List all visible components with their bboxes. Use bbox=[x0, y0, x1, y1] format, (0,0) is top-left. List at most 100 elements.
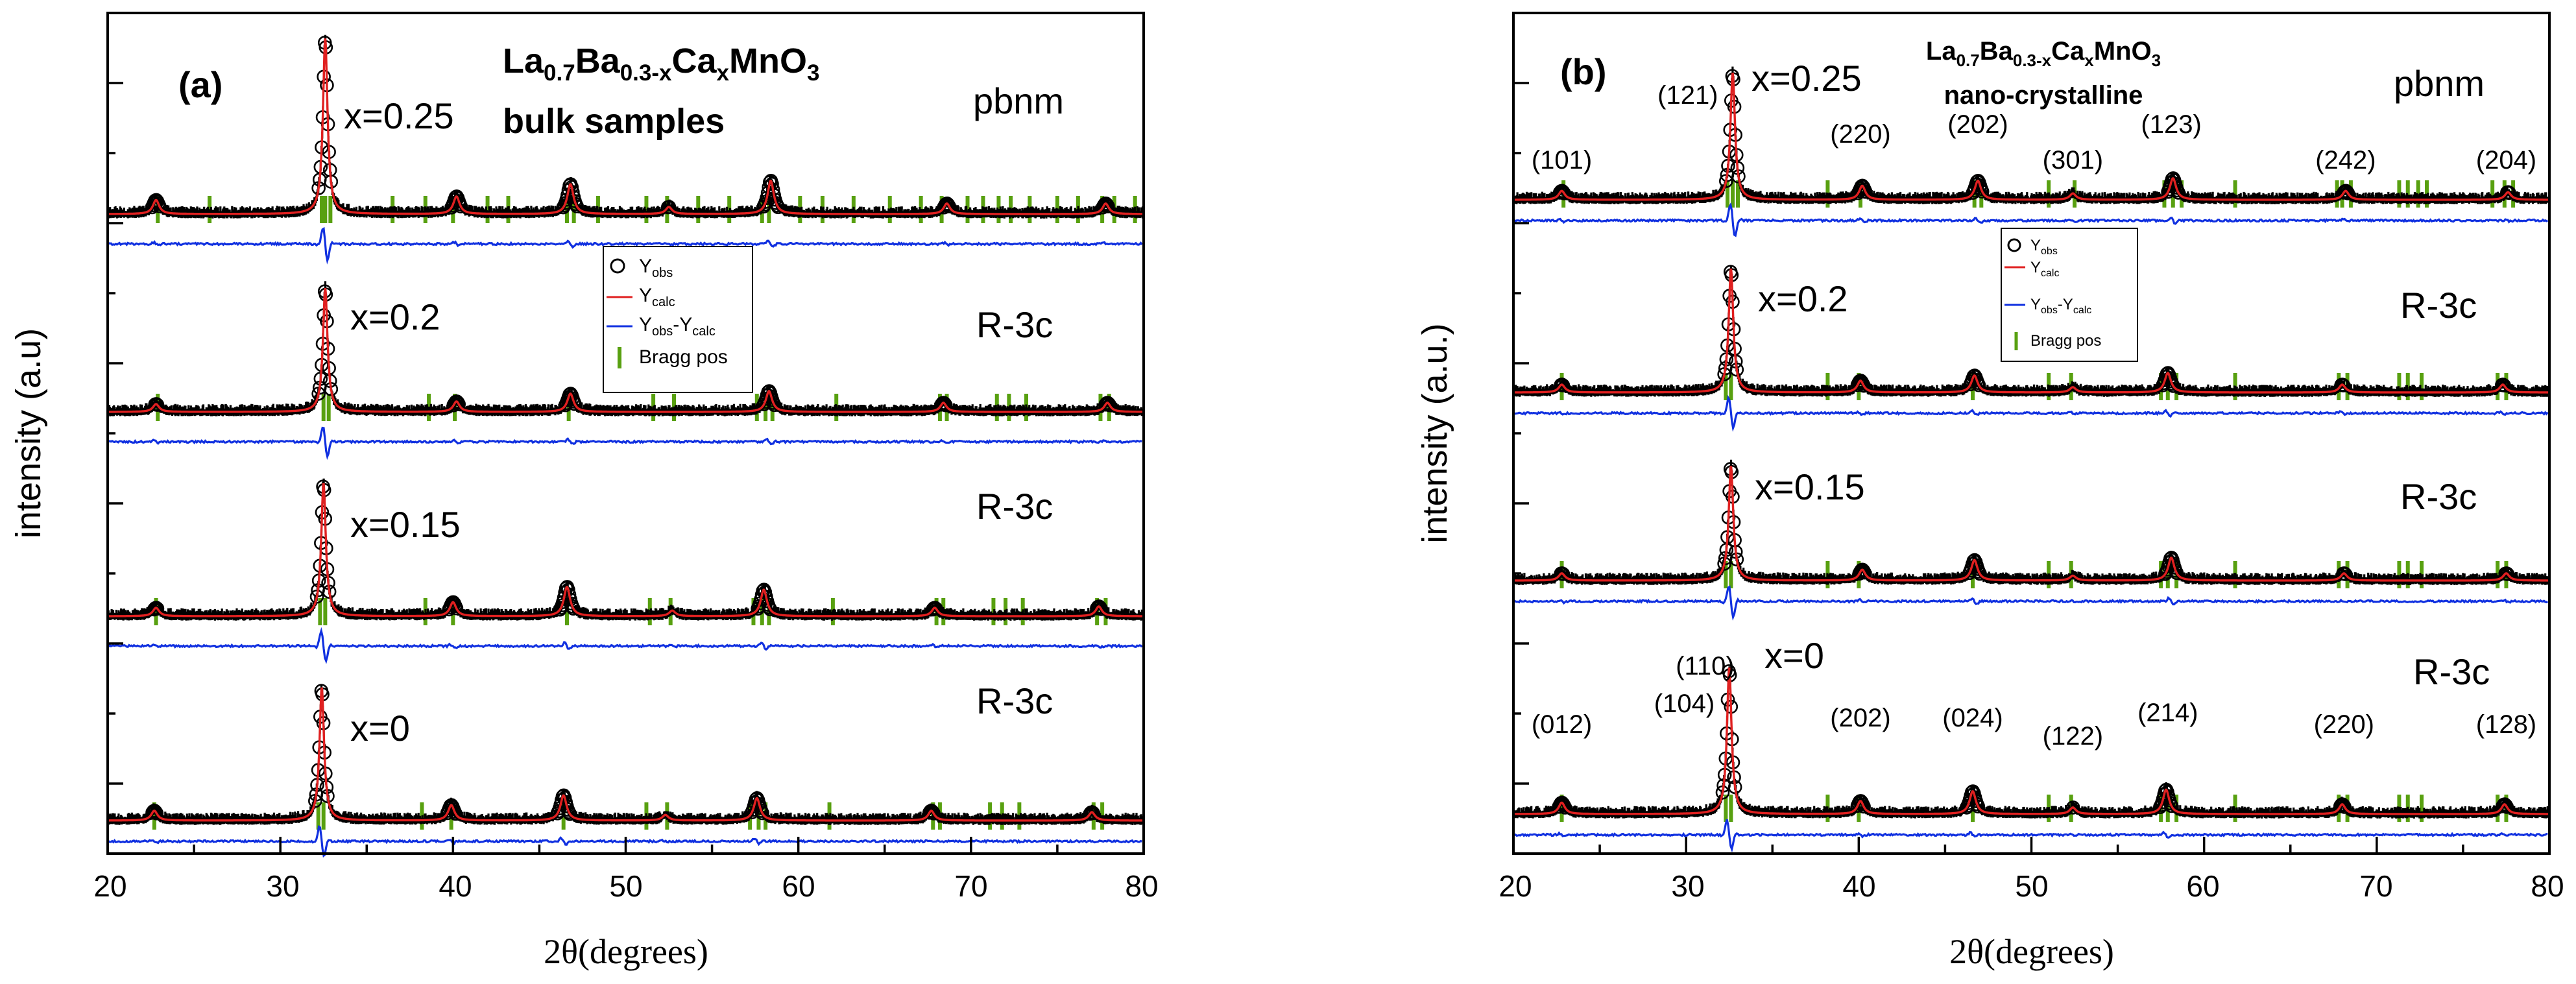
panel-b-series-0-difference bbox=[1513, 202, 2549, 237]
panel-a-series-3-point bbox=[562, 807, 577, 821]
panel-a-legend-box bbox=[603, 246, 753, 393]
panel-b-series-3-point bbox=[2499, 800, 2514, 814]
panel-b-xtick-label-2: 40 bbox=[1842, 869, 1875, 903]
panel-b-series-2-calculated bbox=[1514, 466, 2549, 582]
panel-b-xtick-label-6: 80 bbox=[2531, 869, 2564, 903]
panel-a-series-2 bbox=[107, 478, 1144, 664]
panel-b-hkl-top-2: (220) bbox=[1830, 120, 1890, 149]
panel-a-subtitle: bulk samples bbox=[503, 102, 725, 141]
panel-b-xtick-label-4: 60 bbox=[2186, 869, 2219, 903]
panel-a-series-3-point bbox=[755, 806, 769, 821]
panel-b-series-2-point bbox=[2500, 567, 2515, 581]
panel-b-series-2-point bbox=[2169, 566, 2184, 581]
panel-b-hkl-top-4: (301) bbox=[2043, 146, 2103, 174]
panel-b-series-2-point bbox=[1855, 562, 1870, 577]
panel-a-series-3-point bbox=[1086, 806, 1100, 821]
panel-b-series-2-point bbox=[1973, 566, 1987, 581]
panel-a-series-0-difference bbox=[108, 226, 1143, 265]
panel-b-xtick-label-3: 50 bbox=[2015, 869, 2048, 903]
panel-b-hkl-top-7: (204) bbox=[2476, 146, 2536, 174]
panel-b-hkl-bottom-3: (202) bbox=[1830, 704, 1890, 732]
panel-a-xlabel: 2θ(degrees) bbox=[544, 932, 708, 971]
panel-b-series-1-point bbox=[1556, 378, 1571, 392]
panel-a: (a) La0.7Ba0.3-xCaxMnO3 bulk samples x=0… bbox=[9, 12, 1159, 971]
panel-b-series-0-point bbox=[1975, 184, 1990, 199]
panel-b-series-label-3: x=0 bbox=[1764, 635, 1824, 676]
panel-a-legend: Yobs Ycalc Yobs-Ycalc Bragg pos bbox=[603, 246, 753, 393]
panel-b-hkl-bottom-2: (104) bbox=[1654, 690, 1715, 718]
panel-a-series-2-point bbox=[561, 582, 575, 597]
panel-b-legend-circle-marker bbox=[2007, 238, 2021, 252]
panel-a-series-1-point bbox=[568, 397, 582, 411]
panel-b-series-3-point bbox=[2164, 798, 2179, 813]
panel-a-series-1-point bbox=[450, 394, 464, 409]
panel-a-series-2-point bbox=[1094, 602, 1109, 616]
panel-b-legend-box bbox=[2001, 228, 2138, 362]
panel-a-label: (a) bbox=[178, 64, 223, 105]
panel-b-series-0-calculated bbox=[1514, 73, 2549, 201]
panel-b-xtick-label-1: 30 bbox=[1671, 869, 1704, 903]
panel-b-hkl-top-6: (242) bbox=[2315, 146, 2376, 174]
panel-a-series-3-point bbox=[448, 806, 463, 821]
panel-a-xtick-label-0: 20 bbox=[93, 869, 126, 903]
panel-a-series-2-point bbox=[929, 601, 943, 616]
panel-b-series-0-point bbox=[1557, 186, 1571, 200]
panel-a-series-1-point bbox=[767, 398, 782, 413]
panel-a-series-1-difference bbox=[108, 426, 1142, 461]
panel-b-hkl-top-5: (123) bbox=[2141, 110, 2201, 139]
panel-b-xtick-label-5: 70 bbox=[2359, 869, 2392, 903]
panel-a-series-3-point bbox=[926, 806, 941, 821]
panel-b-phase-label-3: R-3c bbox=[2413, 651, 2490, 692]
panel-a-series-3-point bbox=[149, 806, 164, 821]
panel-a-series-2-point bbox=[150, 601, 165, 616]
panel-b-series-2-point bbox=[1717, 557, 1731, 571]
panel-b-legend-entry-1: Ycalc bbox=[2030, 259, 2059, 279]
panel-b-hkl-top-1: (121) bbox=[1657, 81, 1718, 110]
panel-a-title: La0.7Ba0.3-xCaxMnO3 bbox=[503, 42, 819, 86]
panel-b-series-1-point bbox=[2166, 379, 2180, 393]
panel-b-hkl-bottom-5: (122) bbox=[2043, 722, 2103, 750]
panel-b-title: La0.7Ba0.3-xCaxMnO3 bbox=[1926, 37, 2161, 70]
panel-b-hkl-bottom-1: (110) bbox=[1676, 652, 1734, 680]
panel-a-series-0-point bbox=[564, 180, 579, 195]
panel-a-series-0-point bbox=[763, 175, 777, 189]
panel-b-series-2-difference bbox=[1513, 585, 2549, 621]
panel-b-legend-entry-2: Yobs-Ycalc bbox=[2030, 296, 2091, 316]
panel-b-hkl-top-0: (101) bbox=[1532, 146, 1592, 174]
panel-a-legend-entry-0: Yobs bbox=[639, 256, 673, 280]
panel-a-series-2-point bbox=[763, 602, 778, 617]
panel-a-series-1-point bbox=[1102, 398, 1117, 413]
panel-a-legend-circle-marker bbox=[610, 258, 625, 274]
panel-a-series-0-calculated bbox=[108, 38, 1143, 215]
panel-a-phase-label-1: R-3c bbox=[976, 304, 1053, 345]
panel-a-xtick-label-4: 60 bbox=[782, 869, 815, 903]
panel-b-subtitle: nano-crystalline bbox=[1944, 81, 2143, 110]
panel-b-series-label-0: x=0.25 bbox=[1751, 58, 1862, 99]
panel-b-legend-entry-3: Bragg pos bbox=[2030, 332, 2101, 350]
panel-b-xtick-label-0: 20 bbox=[1499, 869, 1532, 903]
panel-b-phase-label-0: pbnm bbox=[2394, 63, 2485, 104]
panel-b-series-2-point bbox=[1857, 565, 1872, 580]
panel-a-series-2-point bbox=[566, 601, 581, 616]
panel-b-series-2-point bbox=[1556, 567, 1571, 581]
panel-a-series-0-point bbox=[771, 200, 786, 215]
panel-b-hkl-bottom-0: (012) bbox=[1532, 710, 1592, 739]
panel-b-hkl-bottom-8: (128) bbox=[2476, 710, 2536, 739]
panel-b-series-1-point bbox=[2497, 378, 2511, 392]
panel-b-series-1-difference bbox=[1513, 394, 2549, 432]
panel-b-ylabel: intensity (a.u.) bbox=[1415, 323, 1454, 543]
panel-a-legend-entry-1: Ycalc bbox=[639, 285, 675, 309]
panel-a-xtick-label-2: 40 bbox=[439, 869, 472, 903]
panel-a-ylabel: intensity (a.u) bbox=[9, 328, 48, 538]
panel-a-xtick-label-1: 30 bbox=[266, 869, 299, 903]
panel-a-plot-layer bbox=[107, 34, 1144, 858]
panel-b-series-3-point bbox=[2337, 800, 2352, 814]
panel-b-label: (b) bbox=[1560, 51, 1607, 92]
panel-b-series-1 bbox=[1513, 265, 2550, 432]
panel-a-series-1-calculated bbox=[108, 288, 1143, 413]
panel-b-hkl-bottom-4: (024) bbox=[1942, 704, 2003, 732]
panel-b-phase-label-2: R-3c bbox=[2400, 476, 2477, 517]
panel-b-series-2-point bbox=[2338, 567, 2352, 581]
panel-a-series-label-1: x=0.2 bbox=[350, 296, 440, 337]
